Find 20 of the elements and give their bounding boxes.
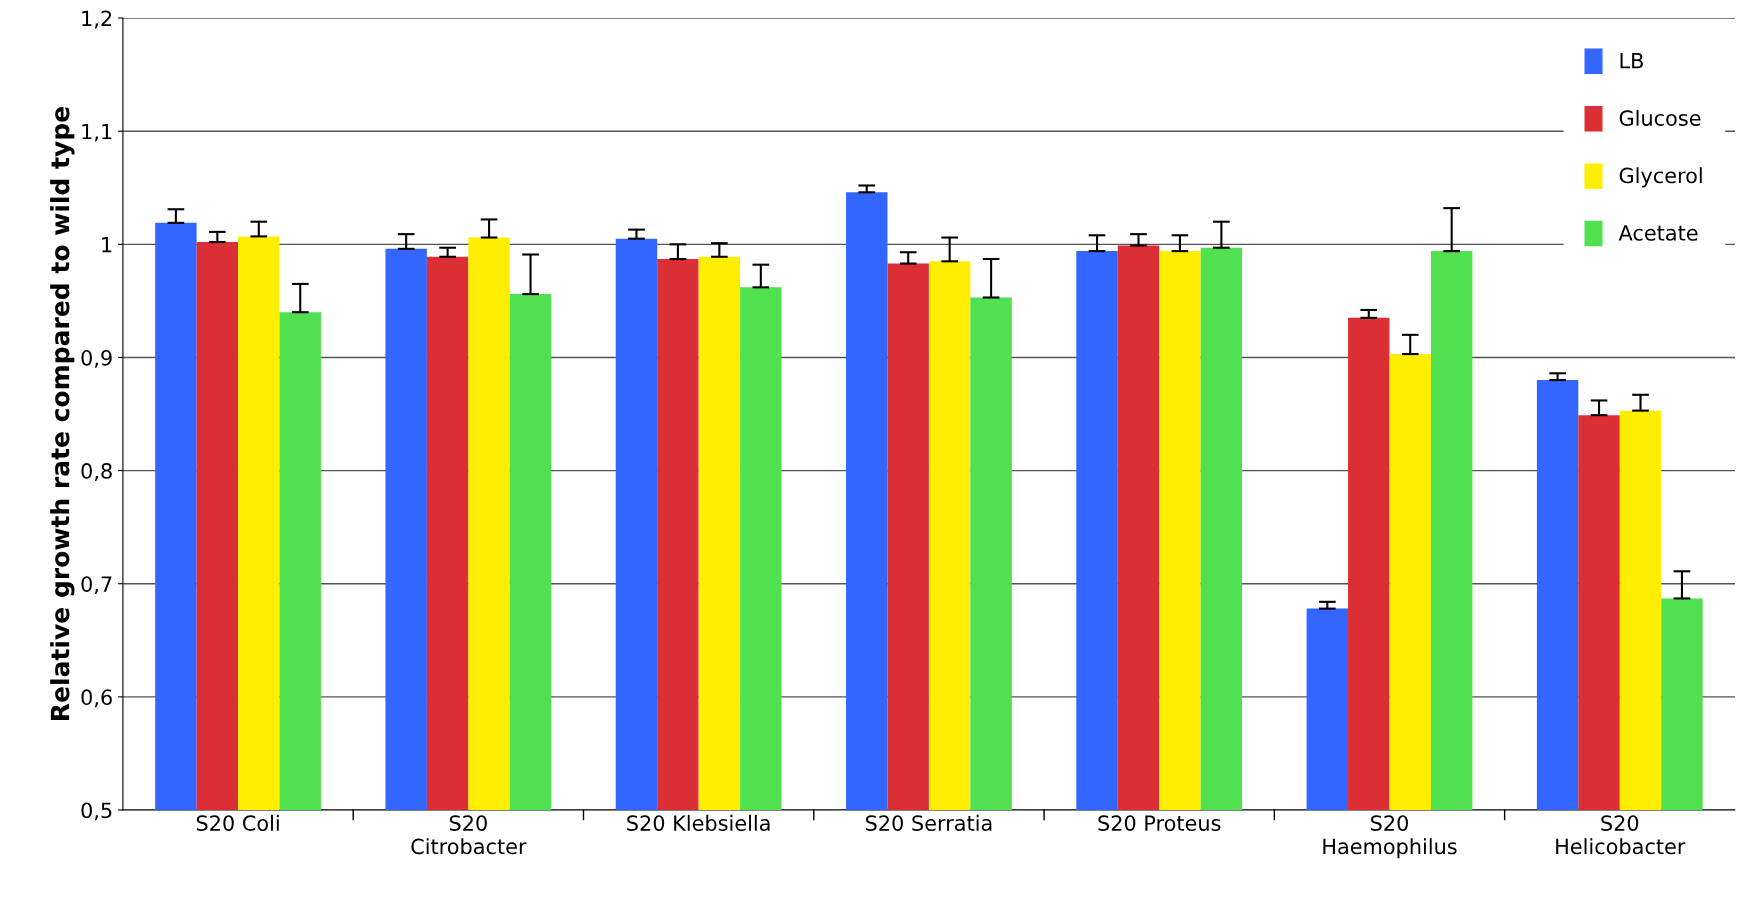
y-tick-label: 0,5 [81, 802, 112, 821]
y-tick-label: 1 [102, 237, 112, 253]
legend-label: Glycerol [1619, 167, 1702, 188]
y-tick-label: 0,9 [81, 349, 112, 368]
x-tick-label: S20 Citrobacter [411, 815, 527, 855]
y-tick-label: 1,2 [82, 10, 112, 29]
x-tick-label: S20 Coli [196, 814, 279, 831]
x-tick-label: S20 Serratia [865, 814, 992, 831]
legend-label: Glucose [1619, 109, 1701, 126]
y-tick-label: 0,7 [81, 576, 112, 595]
legend-label: LB [1620, 53, 1643, 69]
x-tick-label: S20 Helicobacter [1556, 815, 1686, 855]
x-tick-label: S20 Klebsiella [627, 814, 770, 831]
y-tick-label: 0,6 [81, 689, 112, 708]
x-tick-label: S20 Haemophilus [1323, 815, 1457, 859]
legend-label: Acetate [1618, 225, 1698, 241]
y-tick-label: 0,8 [81, 463, 112, 481]
x-tick-label: S20 Proteus [1098, 815, 1221, 831]
y-tick-label: 1,1 [82, 123, 112, 142]
y-axis-title: Relative growth rate compared to wild type [50, 107, 75, 720]
